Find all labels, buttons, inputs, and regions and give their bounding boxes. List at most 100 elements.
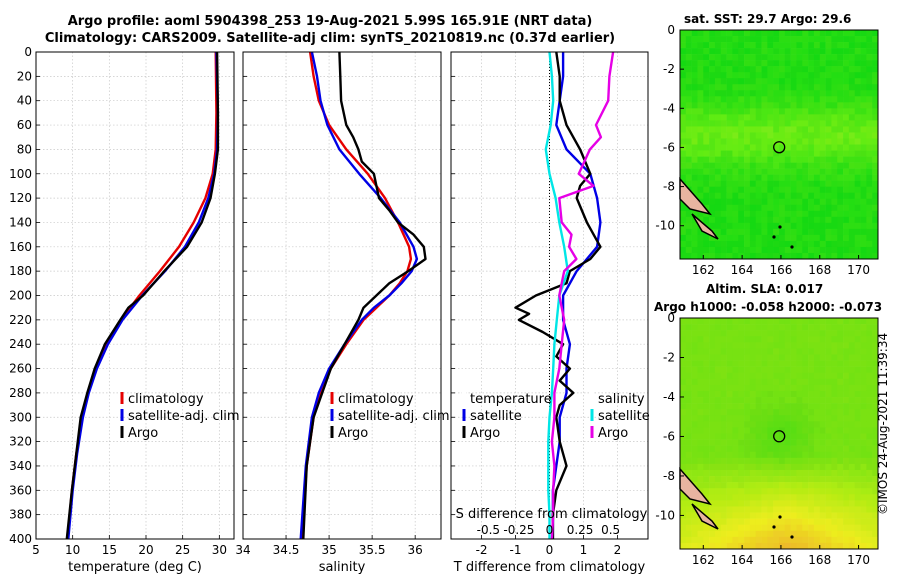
- sst-map-cell: [744, 252, 751, 260]
- sla-map-cell: [813, 506, 821, 513]
- sla-map-cell: [813, 433, 821, 440]
- sla-map-cell: [796, 336, 803, 343]
- sla-map-cell: [749, 421, 756, 428]
- sla-map-cell: [732, 469, 739, 477]
- sst-map-cell: [685, 102, 692, 109]
- sla-map-cell: [831, 524, 838, 532]
- sla-map-cell: [767, 366, 774, 374]
- sla-map-cell: [860, 494, 867, 501]
- sla-map-cell: [854, 397, 861, 404]
- sst-map-cell: [796, 108, 803, 115]
- sla-map-cell: [744, 397, 751, 404]
- sla-map-cell: [691, 378, 698, 386]
- sst-map-cell: [784, 186, 791, 194]
- sst-map-cell: [802, 84, 809, 91]
- sst-map-cell: [808, 48, 815, 55]
- sst-map-cell: [720, 66, 727, 73]
- sla-map-cell: [790, 372, 797, 380]
- sla-map-cell: [831, 518, 838, 525]
- sla-map-cell: [872, 451, 879, 459]
- sst-map-cell: [714, 72, 722, 79]
- sst-map-cell: [848, 210, 855, 218]
- sst-map-cell: [819, 156, 826, 163]
- sla-map-cell: [697, 518, 704, 525]
- sla-map-cell: [813, 324, 821, 331]
- sla-map-cell: [843, 457, 850, 465]
- sla-map-cell: [726, 476, 733, 483]
- sst-map-cell: [860, 204, 867, 212]
- sla-map-cell: [866, 342, 873, 349]
- sst-map-cell: [790, 192, 797, 200]
- sla-map-cell: [709, 512, 716, 519]
- sla-map-cell: [773, 427, 780, 434]
- sst-map-cell: [744, 204, 751, 212]
- sst-map-cell: [697, 30, 704, 37]
- sla-map-cell: [854, 488, 861, 495]
- sla-map-cell: [732, 372, 739, 380]
- sla-map-cell: [860, 348, 867, 355]
- sla-map-cell: [703, 482, 710, 489]
- sst-map-cell: [773, 126, 780, 133]
- sst-map-cell: [808, 144, 815, 151]
- sst-map-cell: [819, 54, 826, 61]
- sst-map-cell: [773, 30, 780, 37]
- sst-map-cell: [755, 30, 762, 37]
- sla-map-cell: [866, 336, 873, 343]
- sla-map-cell: [837, 451, 844, 459]
- sla-map-cell: [813, 427, 821, 434]
- difference-xtick-label: -1: [510, 543, 522, 557]
- sla-map-cell: [720, 518, 727, 525]
- sst-map-cell: [744, 30, 751, 37]
- sst-map-cell: [808, 108, 815, 115]
- sla-map-cell: [761, 427, 768, 434]
- sst-map-cell: [755, 138, 762, 145]
- sla-map-cell: [790, 336, 797, 343]
- sst-map-cell: [744, 192, 751, 200]
- sst-map-cell: [784, 252, 791, 260]
- sst-map-cell: [749, 36, 756, 43]
- sla-map-cell: [813, 336, 821, 343]
- sla-map-cell: [703, 397, 710, 404]
- sla-map-cell: [872, 524, 879, 532]
- sla-map-cell: [843, 506, 850, 513]
- sst-map-cell: [773, 114, 780, 121]
- sst-map-cell: [738, 42, 745, 49]
- sla-map-cell: [843, 318, 850, 325]
- sla-map-cell: [784, 445, 791, 453]
- sst-map-cell: [808, 234, 815, 242]
- sst-map-cell: [779, 90, 786, 97]
- sst-map-cell: [779, 42, 786, 49]
- sst-map-cell: [825, 102, 832, 109]
- sla-map-cell: [796, 536, 803, 544]
- sst-map-cell: [802, 30, 809, 37]
- sla-map-cell: [819, 354, 826, 361]
- sst-map-cell: [779, 150, 786, 157]
- sla-map-cell: [709, 476, 716, 483]
- sla-map-cell: [790, 457, 797, 465]
- sst-map-cell: [773, 168, 780, 175]
- sst-map-cell: [685, 36, 692, 43]
- sst-map-cell: [854, 84, 861, 91]
- sst-map-cell: [854, 192, 861, 200]
- sst-map-cell: [802, 168, 809, 175]
- sst-map-cell: [808, 174, 815, 181]
- sst-map-cell: [691, 30, 698, 37]
- sst-map-cell: [709, 252, 716, 260]
- sla-map-cell: [796, 384, 803, 392]
- depth-tick-label: 60: [17, 118, 32, 132]
- sla-map-cell: [749, 476, 756, 483]
- sst-map-cell: [703, 66, 710, 73]
- sst-map-cell: [732, 138, 739, 145]
- sla-map-cell: [854, 336, 861, 343]
- sst-map-cell: [767, 180, 774, 187]
- sst-map-cell: [703, 234, 710, 242]
- sla-map-cell: [767, 378, 774, 386]
- sla-map-cell: [796, 451, 803, 459]
- sla-map-cell: [714, 500, 722, 507]
- sst-map-cell: [825, 222, 832, 230]
- sst-map-cell: [709, 210, 716, 218]
- sst-map-cell: [872, 162, 879, 169]
- sla-map-cell: [825, 342, 832, 349]
- sst-map-cell: [744, 60, 751, 67]
- sla-map-cell: [802, 439, 809, 446]
